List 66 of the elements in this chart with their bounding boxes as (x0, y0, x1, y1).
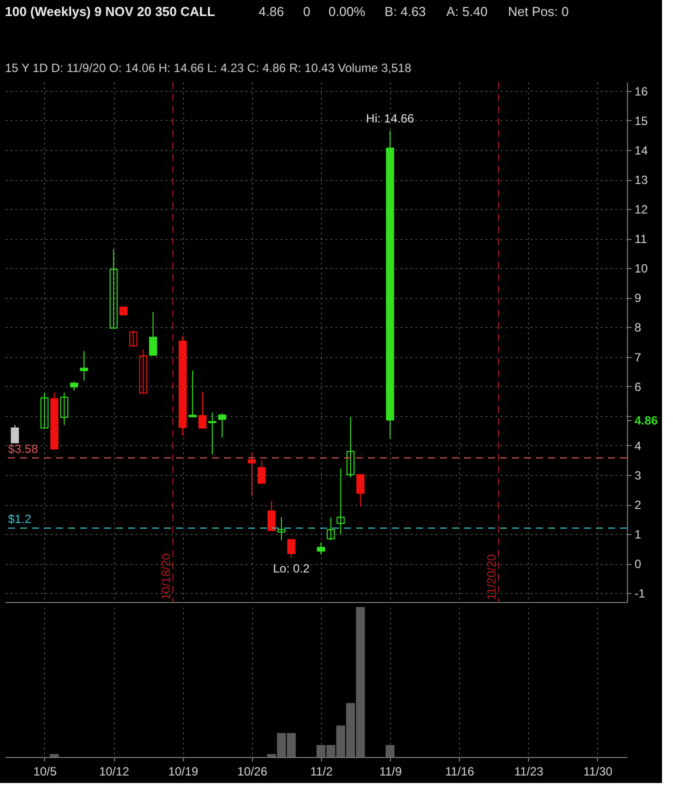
candlestick (188, 370, 197, 418)
x-tick-label: 11/16 (445, 764, 475, 778)
candlestick (208, 412, 216, 456)
y-tick-label: 2 (634, 498, 642, 512)
y-tick-label: 3 (634, 468, 642, 482)
candlestick (346, 416, 355, 478)
bar (50, 754, 59, 757)
y-tick-label: 12 (634, 202, 648, 217)
candlestick (356, 474, 364, 507)
ref-line-label: 10/18/20 (158, 552, 173, 600)
candlestick (218, 412, 226, 438)
x-tick-label: 11/23 (514, 764, 544, 778)
x-tick-label: 10/19 (168, 764, 199, 778)
candlestick (326, 516, 335, 541)
x-tick-label: 10/5 (33, 764, 57, 778)
candlestick (110, 248, 118, 329)
x-tick-label: 11/30 (583, 764, 613, 778)
candlestick (316, 542, 325, 555)
candlestick (248, 452, 256, 497)
candlestick (10, 424, 19, 444)
chart-title: 100 (Weeklys) 9 NOV 20 350 CALL (5, 4, 216, 19)
y-tick-label: 0 (634, 557, 642, 572)
x-tick-label: 10/26 (237, 764, 268, 778)
text: Net Pos: 0 (508, 4, 569, 19)
y-tick-label: 13 (634, 173, 648, 187)
annotation: Lo: 0.2 (272, 562, 310, 576)
text: A: 5.40 (446, 4, 488, 19)
text: 0.00% (328, 4, 366, 19)
y-tick-label: 1 (634, 528, 642, 542)
candlestick (129, 330, 138, 346)
ref-line-label: $3.58 (8, 442, 38, 456)
y-tick-label: 8 (634, 320, 642, 335)
x-tick-label: 11/9 (379, 764, 402, 778)
candlestick (149, 311, 158, 356)
x-tick-label: 10/12 (99, 764, 130, 778)
text: 0 (303, 4, 310, 19)
y-tick-label: 14 (634, 143, 648, 158)
y-tick-label: 4.86 (634, 414, 658, 428)
y-tick-label: 10 (634, 262, 648, 276)
y-tick-label: 16 (634, 84, 648, 98)
y-tick-label: 6 (634, 380, 642, 394)
candlestick (40, 392, 49, 428)
y-tick-label: 9 (634, 291, 642, 306)
candlestick (60, 392, 68, 426)
x-tick-label: 11/2 (310, 764, 333, 778)
bar (386, 745, 394, 757)
ref-line-label: $1.2 (8, 512, 32, 526)
text: B: 4.63 (384, 4, 426, 19)
ref-line-label: 11/20/20 (484, 554, 499, 600)
y-tick-label: -1 (634, 586, 646, 601)
candlestick (277, 516, 286, 541)
y-tick-label: 11 (634, 232, 648, 246)
text: 4.86 (258, 4, 284, 19)
y-tick-label: 4 (634, 438, 642, 453)
candlestick (139, 349, 148, 394)
candlestick (268, 500, 276, 531)
candlestick (258, 460, 266, 484)
candlestick (336, 468, 345, 535)
y-tick-label: 15 (634, 114, 648, 128)
candlestick (80, 350, 88, 382)
y-tick-label: 7 (634, 350, 642, 364)
candlestick (198, 391, 207, 428)
candlestick (70, 381, 78, 392)
chart-subtitle: 15 Y 1D D: 11/9/20 O: 14.06 H: 14.66 L: 4.23 C: 4.86 R: 10.43 Volume 3,518 (5, 61, 412, 75)
annotation: Hi: 14.66 (366, 111, 414, 126)
candlestick (287, 539, 296, 558)
